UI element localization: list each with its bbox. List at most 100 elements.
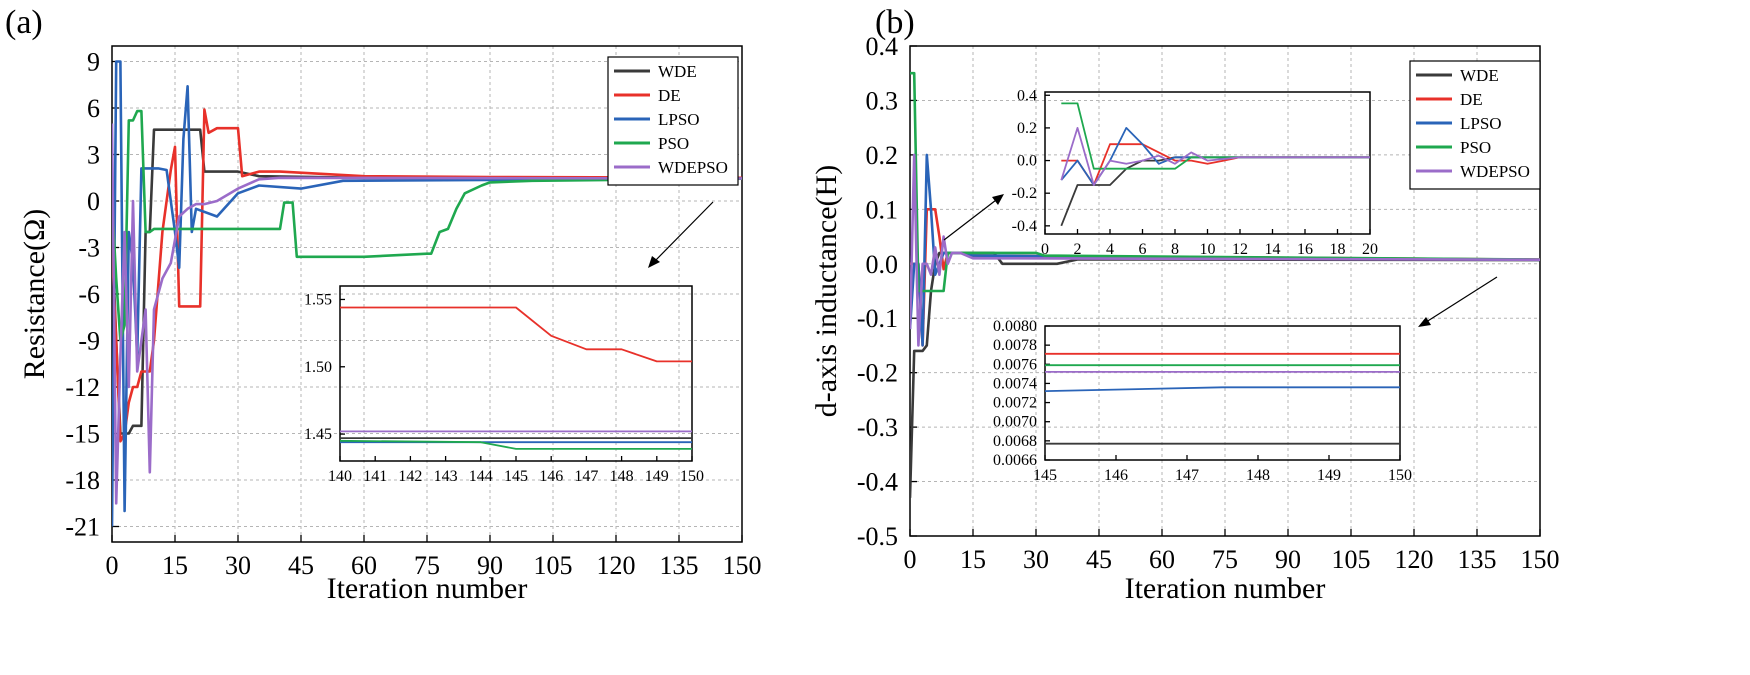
a-y-axis-title: Resistance(Ω) bbox=[18, 209, 51, 380]
b-inset-top-xtick-label: 8 bbox=[1171, 241, 1179, 258]
b-ytick-label: 0.1 bbox=[866, 195, 899, 224]
b-inset-bottom-ytick-label: 0.0072 bbox=[993, 395, 1037, 412]
b-inset-bottom-xtick-label: 150 bbox=[1388, 467, 1412, 484]
a-inset-xtick-label: 147 bbox=[574, 468, 598, 485]
b-inset-bottom-series-lpso bbox=[1045, 386, 1400, 392]
b-ytick-label: -0.5 bbox=[857, 522, 898, 551]
a-ytick-label: -9 bbox=[78, 327, 100, 356]
b-inset-bottom-arrow-head bbox=[1418, 317, 1431, 327]
b-legend-box bbox=[1409, 60, 1541, 190]
b-inset-top-xtick-label: 6 bbox=[1139, 241, 1147, 258]
b-inset-bottom-xtick-label: 147 bbox=[1175, 467, 1199, 484]
a-inset-series-de bbox=[340, 306, 692, 363]
b-ytick-label: 0.0 bbox=[866, 250, 899, 279]
b-legend-entry-pso: PSO bbox=[1460, 138, 1491, 157]
a-inset-xtick-label: 140 bbox=[328, 468, 352, 485]
a-inset-xtick-label: 145 bbox=[504, 468, 528, 485]
a-ytick-label: -3 bbox=[78, 234, 100, 263]
b-inset-bottom-ytick-label: 0.0080 bbox=[993, 318, 1037, 335]
b-inset-bottom-ytick-label: 0.0070 bbox=[993, 414, 1037, 431]
a-inset-xtick-label: 141 bbox=[363, 468, 387, 485]
a-inset-xtick-label: 146 bbox=[539, 468, 563, 485]
b-xtick-label: 105 bbox=[1332, 545, 1371, 574]
a-ytick-label: 0 bbox=[87, 187, 100, 216]
a-xtick-label: 135 bbox=[660, 551, 699, 580]
b-inset-top-series-pso bbox=[1061, 102, 1370, 170]
a-legend-box bbox=[607, 56, 739, 186]
b-inset-bottom-ytick-label: 0.0076 bbox=[993, 356, 1037, 373]
a-inset-xtick-label: 150 bbox=[680, 468, 704, 485]
a-series-wdepso bbox=[112, 123, 742, 505]
b-inset-top-xtick-label: 16 bbox=[1297, 241, 1313, 258]
b-series-wdepso bbox=[910, 153, 1540, 347]
a-ytick-label: 6 bbox=[87, 94, 100, 123]
b-xtick-label: 150 bbox=[1521, 545, 1560, 574]
b-xtick-label: 75 bbox=[1212, 545, 1238, 574]
a-xtick-label: 15 bbox=[162, 551, 188, 580]
a-legend-entry-wde: WDE bbox=[658, 62, 697, 81]
b-inset-bottom-xtick-label: 149 bbox=[1317, 467, 1341, 484]
a-inset-xtick-label: 143 bbox=[434, 468, 458, 485]
b-xtick-label: 135 bbox=[1458, 545, 1497, 574]
panel-a-label: (a) bbox=[5, 4, 43, 41]
b-inset-bottom-xtick-label: 146 bbox=[1104, 467, 1128, 484]
a-xtick-label: 0 bbox=[106, 551, 119, 580]
b-ytick-label: 0.3 bbox=[866, 86, 899, 115]
b-inset-bottom-arrow-line bbox=[1422, 276, 1498, 325]
a-ytick-label: -18 bbox=[65, 466, 100, 495]
b-xtick-label: 30 bbox=[1023, 545, 1049, 574]
a-inset-xtick-label: 142 bbox=[398, 468, 422, 485]
b-xtick-label: 120 bbox=[1395, 545, 1434, 574]
b-inset-top-ytick-label: 0.4 bbox=[1017, 87, 1037, 104]
b-inset-bottom-plot-frame bbox=[1044, 325, 1401, 461]
b-legend-entry-wde: WDE bbox=[1460, 66, 1499, 85]
b-inset-top-ytick-label: 0.0 bbox=[1017, 153, 1037, 170]
a-xtick-label: 105 bbox=[534, 551, 573, 580]
a-xtick-label: 120 bbox=[597, 551, 636, 580]
b-x-axis-title: Iteration number bbox=[1125, 572, 1326, 605]
a-inset-ytick-label: 1.50 bbox=[304, 359, 332, 376]
b-inset-top-arrow-line bbox=[943, 196, 1001, 241]
a-xtick-label: 30 bbox=[225, 551, 251, 580]
b-ytick-label: -0.2 bbox=[857, 359, 898, 388]
a-inset-arrow-line bbox=[651, 201, 714, 265]
a-ytick-label: -12 bbox=[65, 373, 100, 402]
b-inset-bottom-ytick-label: 0.0078 bbox=[993, 337, 1037, 354]
a-ytick-label: -6 bbox=[78, 280, 100, 309]
b-ytick-label: -0.3 bbox=[857, 413, 898, 442]
b-inset-bottom-ytick-label: 0.0074 bbox=[993, 375, 1037, 392]
b-inset-top-xtick-label: 18 bbox=[1330, 241, 1346, 258]
b-inset-top-series-wde bbox=[1060, 156, 1370, 227]
b-inset-top-ytick-label: -0.2 bbox=[1012, 185, 1037, 202]
b-inset-top-xtick-label: 12 bbox=[1232, 241, 1248, 258]
a-inset-arrow-head bbox=[648, 256, 660, 268]
b-xtick-label: 15 bbox=[960, 545, 986, 574]
a-inset-plot-frame bbox=[339, 285, 693, 462]
panel-a-resistance-chart: (a) 0 15 30 45 60 75 90 105 120 135 150-21-18-15-1… bbox=[5, 4, 762, 605]
panel-b-inductance-chart: (b) 0 15 30 45 60 75 90 105 120 135 150-0.5-0.4-0.… bbox=[810, 4, 1560, 605]
a-xtick-label: 60 bbox=[351, 551, 377, 580]
b-ytick-label: 0.4 bbox=[866, 32, 899, 61]
a-xtick-label: 75 bbox=[414, 551, 440, 580]
a-ytick-label: -15 bbox=[65, 420, 100, 449]
a-xtick-label: 45 bbox=[288, 551, 314, 580]
b-ytick-label: 0.2 bbox=[866, 141, 899, 170]
a-series-lpso bbox=[112, 60, 742, 527]
b-xtick-label: 60 bbox=[1149, 545, 1175, 574]
b-inset-bottom-ytick-label: 0.0068 bbox=[993, 433, 1037, 450]
b-inset-bottom-xtick-label: 145 bbox=[1033, 467, 1057, 484]
a-inset-series-pso bbox=[340, 439, 692, 450]
a-inset-xtick-label: 144 bbox=[469, 468, 493, 485]
b-legend-entry-de: DE bbox=[1460, 90, 1483, 109]
b-series-pso bbox=[910, 71, 1540, 293]
a-ytick-label: 3 bbox=[87, 141, 100, 170]
a-series-pso bbox=[112, 109, 742, 342]
b-xtick-label: 90 bbox=[1275, 545, 1301, 574]
b-inset-top-xtick-label: 20 bbox=[1362, 241, 1378, 258]
b-inset-top-ytick-label: 0.2 bbox=[1017, 120, 1037, 137]
b-xtick-label: 45 bbox=[1086, 545, 1112, 574]
b-inset-bottom-ytick-label: 0.0066 bbox=[993, 452, 1037, 469]
b-inset-top-arrow-head bbox=[992, 194, 1004, 205]
a-inset-xtick-label: 148 bbox=[610, 468, 634, 485]
